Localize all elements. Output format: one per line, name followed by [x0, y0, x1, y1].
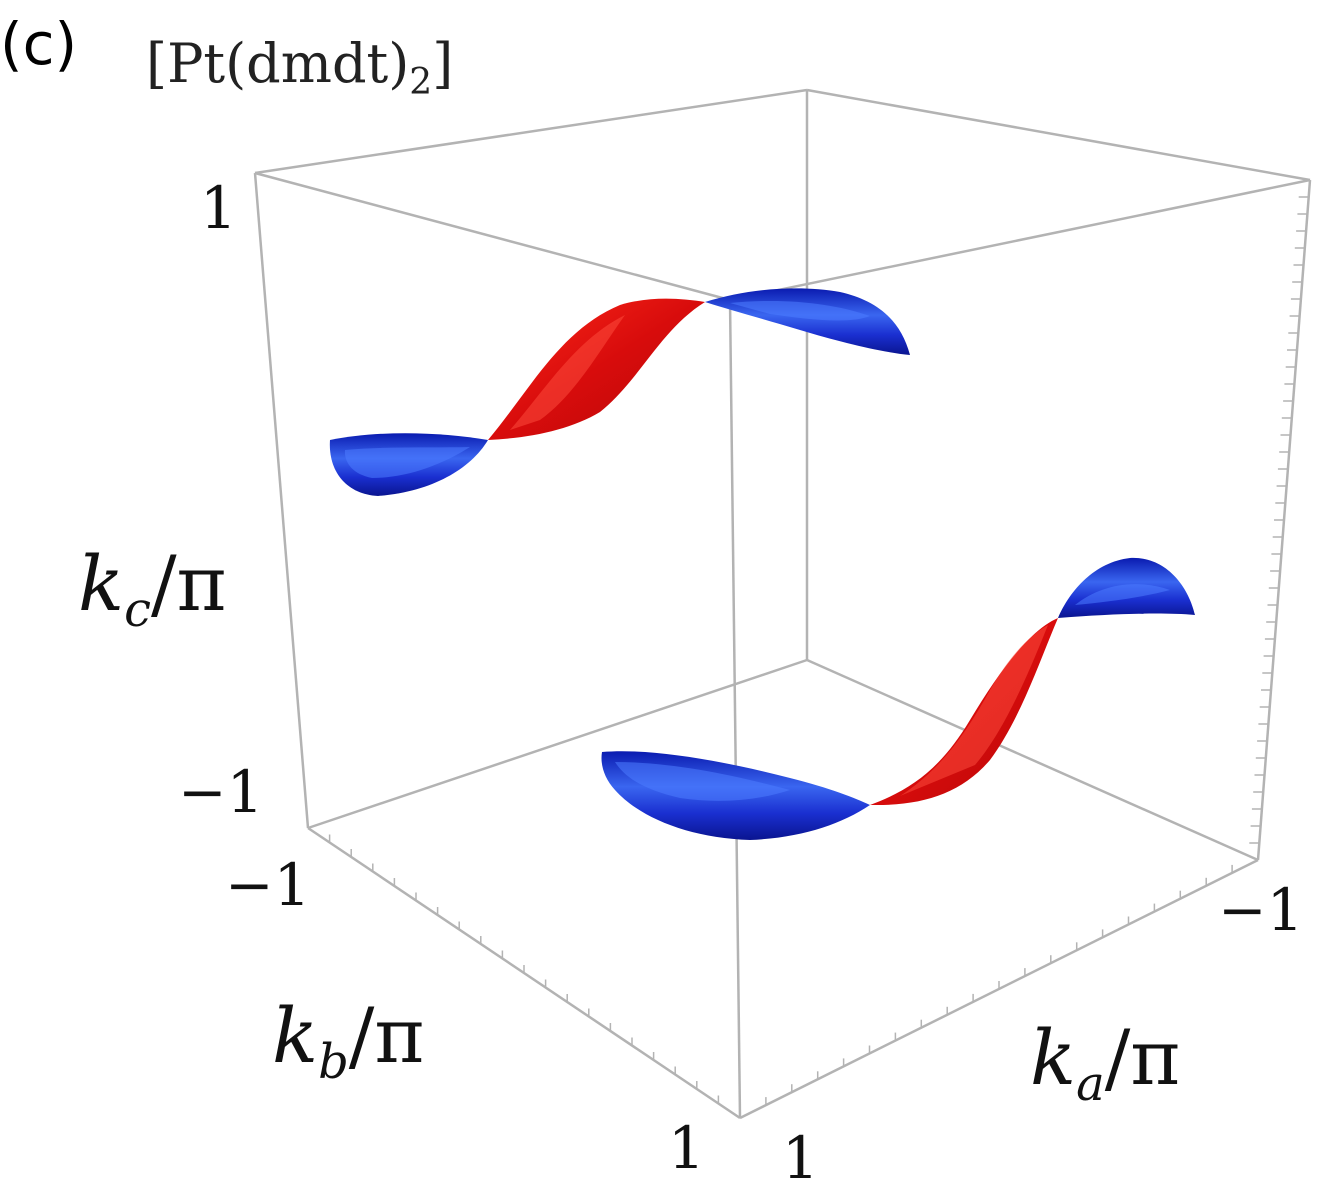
minor-ticks — [328, 196, 1309, 1106]
svg-text:[Pt(dmdt)2]: [Pt(dmdt)2] — [146, 32, 453, 103]
kb-tick-max: 1 — [668, 1114, 705, 1182]
title-close: ] — [432, 32, 453, 95]
kb-axis-label: kb/π — [272, 991, 424, 1090]
box-edge-back-bottom-left — [307, 658, 808, 830]
svg-text:kc/π: kc/π — [78, 539, 227, 638]
box-edge-front-vertical — [728, 299, 742, 1119]
ka-tick-max: 1 — [782, 1124, 819, 1182]
upper-sheet-left-blue-highlight — [344, 447, 470, 478]
ka-tick-min: −1 — [1218, 876, 1304, 944]
panel-label: (c) — [0, 10, 77, 78]
box-edge-top-front-left — [254, 171, 731, 302]
box-edge-back-top-left — [254, 88, 808, 175]
svg-text:ka/π: ka/π — [1030, 1013, 1180, 1112]
svg-text:kb/π: kb/π — [272, 991, 424, 1090]
title-subscript: 2 — [409, 62, 432, 103]
upper-sheet-right-blue-highlight — [730, 300, 870, 321]
lower-sheet-red-highlight — [900, 625, 1048, 796]
box-edge-back-bottom-right — [806, 658, 1259, 862]
kb-tick-min: −1 — [225, 851, 311, 919]
box-edge-back-top-right — [806, 88, 1311, 182]
lower-fermi-sheet — [601, 557, 1195, 840]
box-edge-left-vertical — [253, 172, 310, 829]
ka-axis-label: ka/π — [1030, 1013, 1180, 1112]
box-edge-top-front-right — [729, 178, 1311, 302]
kc-tick-max: 1 — [200, 174, 237, 242]
figure-title: [Pt(dmdt)2] — [146, 32, 453, 103]
lower-sheet-right-blue-highlight — [1075, 584, 1170, 605]
kc-axis-label: kc/π — [78, 539, 227, 638]
upper-sheet-red-highlight — [510, 315, 625, 430]
title-main: [Pt(dmdt) — [146, 32, 409, 95]
kc-tick-min: −1 — [178, 758, 264, 826]
lower-sheet-left-blue-highlight — [615, 762, 790, 801]
upper-fermi-sheet — [329, 288, 910, 496]
